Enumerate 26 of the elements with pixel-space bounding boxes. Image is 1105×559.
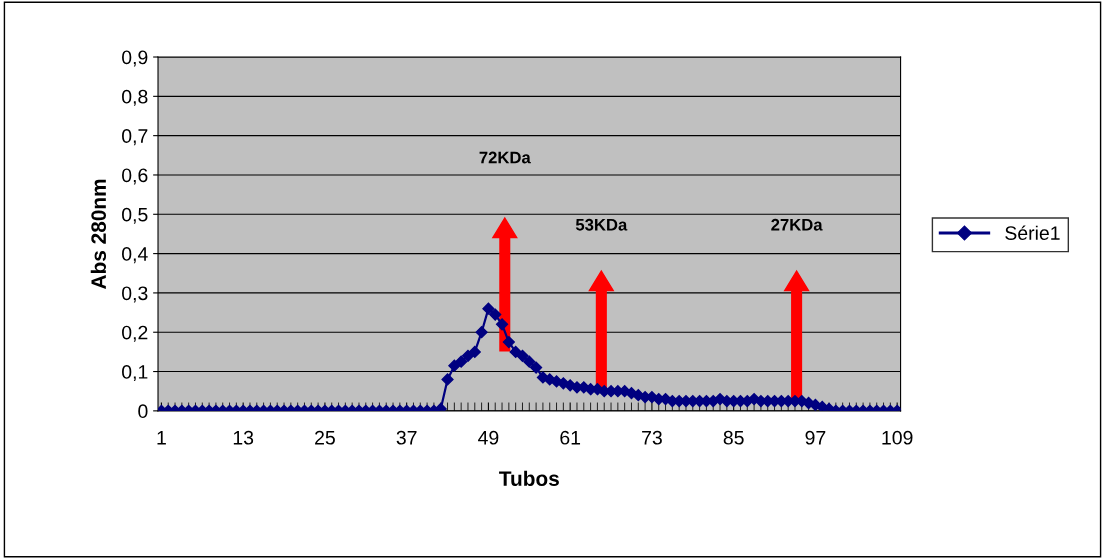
x-tick-label: 13: [233, 430, 254, 445]
annotation: 27KDa: [771, 218, 823, 231]
x-tick-label: 97: [805, 430, 826, 445]
y-tick-label: 0,8: [122, 89, 148, 106]
y-tick-label: 0,3: [122, 286, 148, 303]
x-tick-label: 61: [560, 430, 581, 445]
y-axis-title: Abs 280nm: [90, 179, 107, 289]
x-axis-title: Tubos: [499, 470, 559, 486]
annotation: 72KDa: [479, 151, 531, 164]
x-tick-label: 85: [723, 430, 744, 445]
annotation: 53KDa: [575, 218, 628, 231]
x-tick-label: 37: [396, 430, 417, 445]
y-tick-label: 0,4: [122, 247, 148, 264]
x-tick-label: 109: [882, 430, 913, 445]
y-tick-label: 0,2: [122, 325, 148, 342]
x-tick-label: 1: [157, 431, 166, 445]
y-tick-label: 0,6: [122, 168, 148, 185]
legend-label: Série1: [1005, 225, 1060, 240]
y-tick-label: 0: [138, 404, 148, 419]
x-tick-label: 49: [478, 430, 499, 445]
y-tick-label: 0,7: [122, 129, 148, 146]
y-tick-label: 0,5: [122, 207, 148, 224]
y-tick-label: 0,1: [122, 365, 148, 382]
x-tick-label: 25: [315, 430, 335, 445]
y-tick-label: 0,9: [122, 50, 148, 67]
x-tick-label: 73: [642, 430, 662, 445]
